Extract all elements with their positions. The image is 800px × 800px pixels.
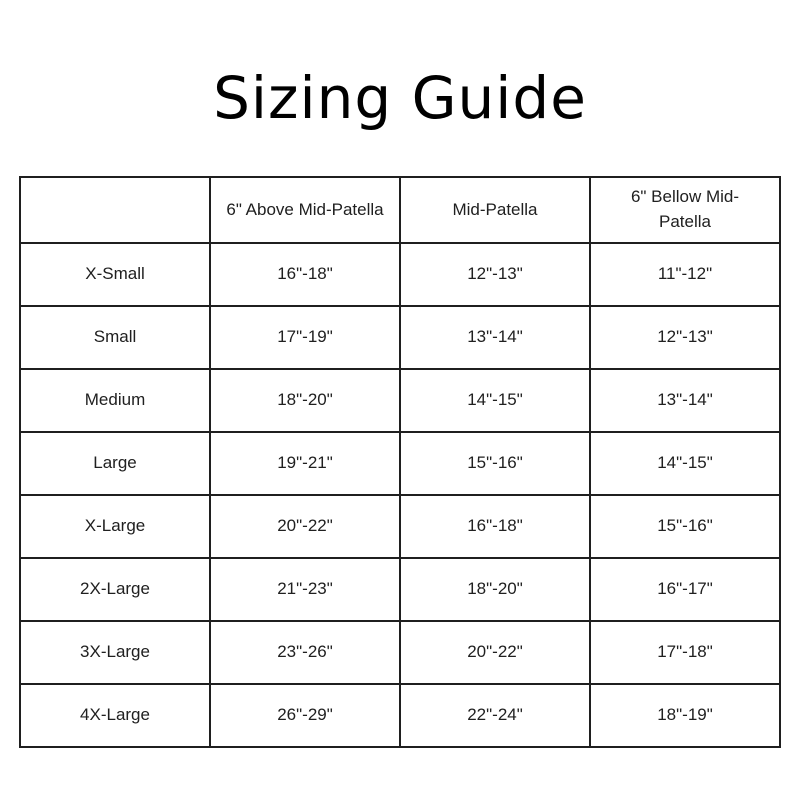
measurement-value: 23"-26" <box>209 620 401 686</box>
table-row: 4X-Large 26"-29" 22"-24" 18"-19" <box>19 683 781 749</box>
size-label: X-Large <box>19 494 211 560</box>
size-column-header-empty <box>19 176 211 245</box>
measurement-value: 11"-12" <box>589 242 781 308</box>
header-label: Mid-Patella <box>452 199 538 219</box>
measurement-value: 12"-13" <box>399 242 591 308</box>
measurement-value: 21"-23" <box>209 557 401 623</box>
measurement-value: 13"-14" <box>399 305 591 371</box>
measurement-value: 26"-29" <box>209 683 401 749</box>
measurement-value: 19"-21" <box>209 431 401 497</box>
measurement-value: 18"-20" <box>209 368 401 434</box>
header-label: 6" Above Mid-Patella <box>226 199 384 219</box>
measurement-value: 15"-16" <box>589 494 781 560</box>
measurement-column-header: Mid-Patella <box>399 176 591 245</box>
measurement-value: 15"-16" <box>399 431 591 497</box>
table-row: Small 17"-19" 13"-14" 12"-13" <box>19 305 781 371</box>
measurement-value: 20"-22" <box>399 620 591 686</box>
measurement-value: 18"-19" <box>589 683 781 749</box>
measurement-value: 20"-22" <box>209 494 401 560</box>
table-row: Large 19"-21" 15"-16" 14"-15" <box>19 431 781 497</box>
sizing-table-body: X-Small 16"-18" 12"-13" 11"-12" Small 17"-19"… <box>19 242 781 749</box>
measurement-column-header: 6" Bellow Mid-Patella <box>589 176 781 245</box>
table-row: Medium 18"-20" 14"-15" 13"-14" <box>19 368 781 434</box>
size-label: 4X-Large <box>19 683 211 749</box>
size-label: 2X-Large <box>19 557 211 623</box>
measurement-column-header: 6" Above Mid-Patella <box>209 176 401 245</box>
measurement-value: 12"-13" <box>589 305 781 371</box>
sizing-table: 6" Above Mid-Patella Mid-Patella 6" Bellow… <box>19 176 781 749</box>
measurement-value: 16"-17" <box>589 557 781 623</box>
table-row: 3X-Large 23"-26" 20"-22" 17"-18" <box>19 620 781 686</box>
measurement-value: 17"-18" <box>589 620 781 686</box>
size-label: Small <box>19 305 211 371</box>
header-label: 6" Bellow Mid-Patella <box>630 187 740 232</box>
table-row: X-Small 16"-18" 12"-13" 11"-12" <box>19 242 781 308</box>
measurement-value: 18"-20" <box>399 557 591 623</box>
table-row: X-Large 20"-22" 16"-18" 15"-16" <box>19 494 781 560</box>
size-label: X-Small <box>19 242 211 308</box>
measurement-value: 14"-15" <box>399 368 591 434</box>
measurement-value: 22"-24" <box>399 683 591 749</box>
measurement-value: 16"-18" <box>209 242 401 308</box>
measurement-value: 13"-14" <box>589 368 781 434</box>
page-title: Sizing Guide <box>213 64 587 132</box>
size-label: Large <box>19 431 211 497</box>
measurement-value: 14"-15" <box>589 431 781 497</box>
measurement-value: 16"-18" <box>399 494 591 560</box>
measurement-value: 17"-19" <box>209 305 401 371</box>
table-header-row: 6" Above Mid-Patella Mid-Patella 6" Bellow… <box>19 176 781 245</box>
table-row: 2X-Large 21"-23" 18"-20" 16"-17" <box>19 557 781 623</box>
size-label: Medium <box>19 368 211 434</box>
size-label: 3X-Large <box>19 620 211 686</box>
sizing-table-head: 6" Above Mid-Patella Mid-Patella 6" Bellow… <box>19 176 781 245</box>
